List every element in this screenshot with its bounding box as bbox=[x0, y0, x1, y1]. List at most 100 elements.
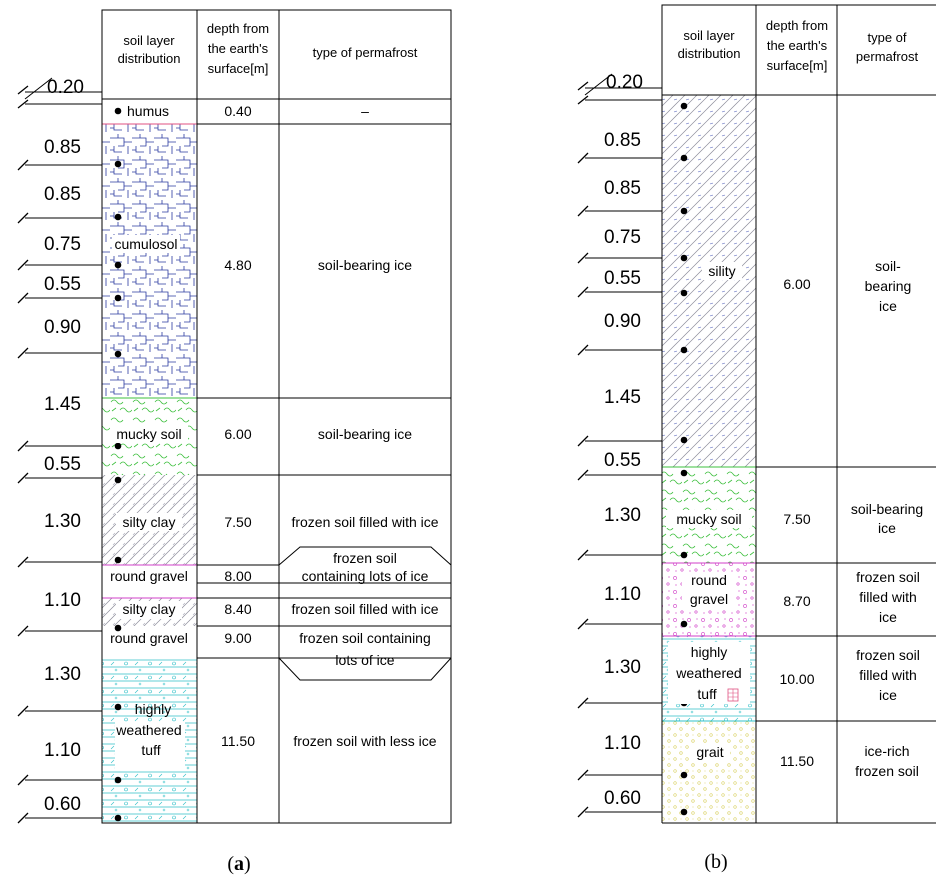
thickness-b-6: 1.45 bbox=[604, 387, 641, 408]
type-sility-line3: ice bbox=[879, 298, 897, 314]
thickness-b-10: 1.30 bbox=[604, 657, 641, 678]
table-b-frame bbox=[661, 4, 936, 823]
depth-sility: 6.00 bbox=[783, 276, 810, 292]
depth-humus: 0.40 bbox=[224, 103, 251, 119]
header-depth-line3: surface[m] bbox=[208, 61, 269, 76]
type-round-gravel-line1: frozen soil bbox=[333, 550, 397, 566]
depth-axis-a bbox=[17, 77, 102, 824]
layer-name-mucky-soil: mucky soil bbox=[116, 426, 181, 442]
header-b-type-line2: permafrost bbox=[856, 49, 919, 64]
header-b-depth-line2: the earth's bbox=[767, 38, 828, 53]
thickness-a-11: 1.10 bbox=[44, 740, 81, 761]
layer-name-tuff-b-line2: weathered bbox=[675, 665, 741, 681]
depth-round-gravel-2: 9.00 bbox=[224, 630, 251, 646]
sample-points-a bbox=[114, 107, 122, 822]
type-tuff: frozen soil with less ice bbox=[293, 733, 436, 749]
thickness-a-1: 0.85 bbox=[44, 137, 81, 158]
depth-mucky-soil-b: 7.50 bbox=[783, 511, 810, 527]
type-bracket bbox=[278, 657, 452, 681]
depth-round-gravel-b: 8.70 bbox=[783, 593, 810, 609]
depth-round-gravel: 8.00 bbox=[224, 568, 251, 584]
thickness-a-9: 1.10 bbox=[44, 590, 81, 611]
thickness-a-12: 0.60 bbox=[44, 794, 81, 815]
thickness-b-2: 0.85 bbox=[604, 178, 641, 199]
thickness-b-9: 1.10 bbox=[604, 584, 641, 605]
type-grait-line2: frozen soil bbox=[855, 763, 919, 779]
depth-grait: 11.50 bbox=[780, 753, 814, 769]
type-round-gravel-b-line2: filled with bbox=[859, 589, 917, 605]
panel-a: soil layer distribution depth from the e… bbox=[17, 9, 452, 875]
type-mucky-soil-b-line1: soil-bearing bbox=[851, 501, 923, 517]
header-depth-line2: the earth's bbox=[208, 41, 269, 56]
thickness-b-7: 0.55 bbox=[604, 450, 641, 471]
layer-name-round-gravel-2: round gravel bbox=[110, 630, 188, 646]
thickness-a-2: 0.85 bbox=[44, 184, 81, 205]
thickness-b-4: 0.55 bbox=[604, 268, 641, 289]
type-tuff-b-line2: filled with bbox=[859, 667, 917, 683]
type-humus: – bbox=[361, 103, 369, 119]
table-a-frame bbox=[101, 9, 452, 824]
type-mucky-soil: soil-bearing ice bbox=[318, 426, 412, 442]
layer-name-tuff-b-line1: highly bbox=[691, 644, 728, 660]
type-tuff-b-line3: ice bbox=[879, 687, 897, 703]
caption-b: (b) bbox=[704, 851, 727, 873]
header-b-depth-line3: surface[m] bbox=[767, 58, 828, 73]
type-mucky-soil-b-line2: ice bbox=[878, 520, 896, 536]
thickness-b-0: 0.20 bbox=[606, 72, 643, 93]
layer-name-tuff-line1: highly bbox=[135, 701, 172, 717]
thickness-a-5: 0.90 bbox=[44, 317, 81, 338]
thickness-b-5: 0.90 bbox=[604, 311, 641, 332]
thickness-b-12: 0.60 bbox=[604, 788, 641, 809]
sample-points-b bbox=[680, 102, 688, 816]
layer-name-cumulosol: cumulosol bbox=[114, 236, 177, 252]
depth-mucky-soil: 6.00 bbox=[224, 426, 251, 442]
layer-name-sility: sility bbox=[708, 263, 735, 279]
depth-axis-b bbox=[577, 73, 662, 818]
layer-name-silty-clay: silty clay bbox=[123, 514, 176, 530]
thickness-a-4: 0.55 bbox=[44, 274, 81, 295]
thickness-b-8: 1.30 bbox=[604, 505, 641, 526]
type-round-gravel-2-line2: lots of ice bbox=[335, 652, 394, 668]
depth-tuff: 11.50 bbox=[221, 733, 255, 749]
type-cumulosol: soil-bearing ice bbox=[318, 257, 412, 273]
header-soil-line1: soil layer bbox=[123, 33, 175, 48]
header-b-soil-line2: distribution bbox=[678, 46, 741, 61]
thickness-b-3: 0.75 bbox=[604, 227, 641, 248]
type-sility-line1: soil- bbox=[875, 258, 901, 274]
type-grait-line1: ice-rich bbox=[864, 743, 909, 759]
depth-silty-clay-2: 8.40 bbox=[224, 601, 251, 617]
layer-name-silty-clay-2: silty clay bbox=[123, 601, 176, 617]
type-round-gravel-line2: containing lots of ice bbox=[302, 568, 429, 584]
layer-name-round-gravel: round gravel bbox=[110, 568, 188, 584]
header-depth-line1: depth from bbox=[207, 21, 269, 36]
caption-a: (a) bbox=[227, 853, 250, 875]
layer-name-tuff-b-line3: tuff bbox=[697, 686, 716, 702]
thickness-a-6: 1.45 bbox=[44, 394, 81, 415]
sility-fill bbox=[662, 95, 756, 467]
type-bracket bbox=[278, 546, 452, 566]
header-type: type of permafrost bbox=[313, 45, 418, 60]
layer-name-round-gravel-b-line1: round bbox=[691, 572, 727, 588]
thickness-a-7: 0.55 bbox=[44, 454, 81, 475]
layer-name-tuff-line2: weathered bbox=[115, 722, 181, 738]
thickness-a-8: 1.30 bbox=[44, 511, 81, 532]
type-round-gravel-b-line1: frozen soil bbox=[856, 569, 920, 585]
depth-tuff-b: 10.00 bbox=[779, 671, 814, 687]
header-soil-line2: distribution bbox=[118, 51, 181, 66]
thickness-b-1: 0.85 bbox=[604, 130, 641, 151]
layer-name-mucky-soil-b: mucky soil bbox=[676, 511, 741, 527]
layer-name-tuff-line3: tuff bbox=[141, 742, 160, 758]
thickness-a-0: 0.20 bbox=[47, 77, 84, 98]
type-tuff-b-line1: frozen soil bbox=[856, 647, 920, 663]
header-b-type-line1: type of bbox=[867, 30, 906, 45]
depth-silty-clay: 7.50 bbox=[224, 514, 251, 530]
depth-cumulosol: 4.80 bbox=[224, 257, 251, 273]
type-silty-clay: frozen soil filled with ice bbox=[291, 514, 438, 530]
header-b-soil-line1: soil layer bbox=[683, 28, 735, 43]
type-silty-clay-2: frozen soil filled with ice bbox=[291, 601, 438, 617]
thickness-a-3: 0.75 bbox=[44, 234, 81, 255]
panel-b: soil layer distribution depth from the e… bbox=[577, 4, 936, 873]
layer-name-grait: grait bbox=[696, 744, 723, 760]
type-round-gravel-b-line3: ice bbox=[879, 609, 897, 625]
